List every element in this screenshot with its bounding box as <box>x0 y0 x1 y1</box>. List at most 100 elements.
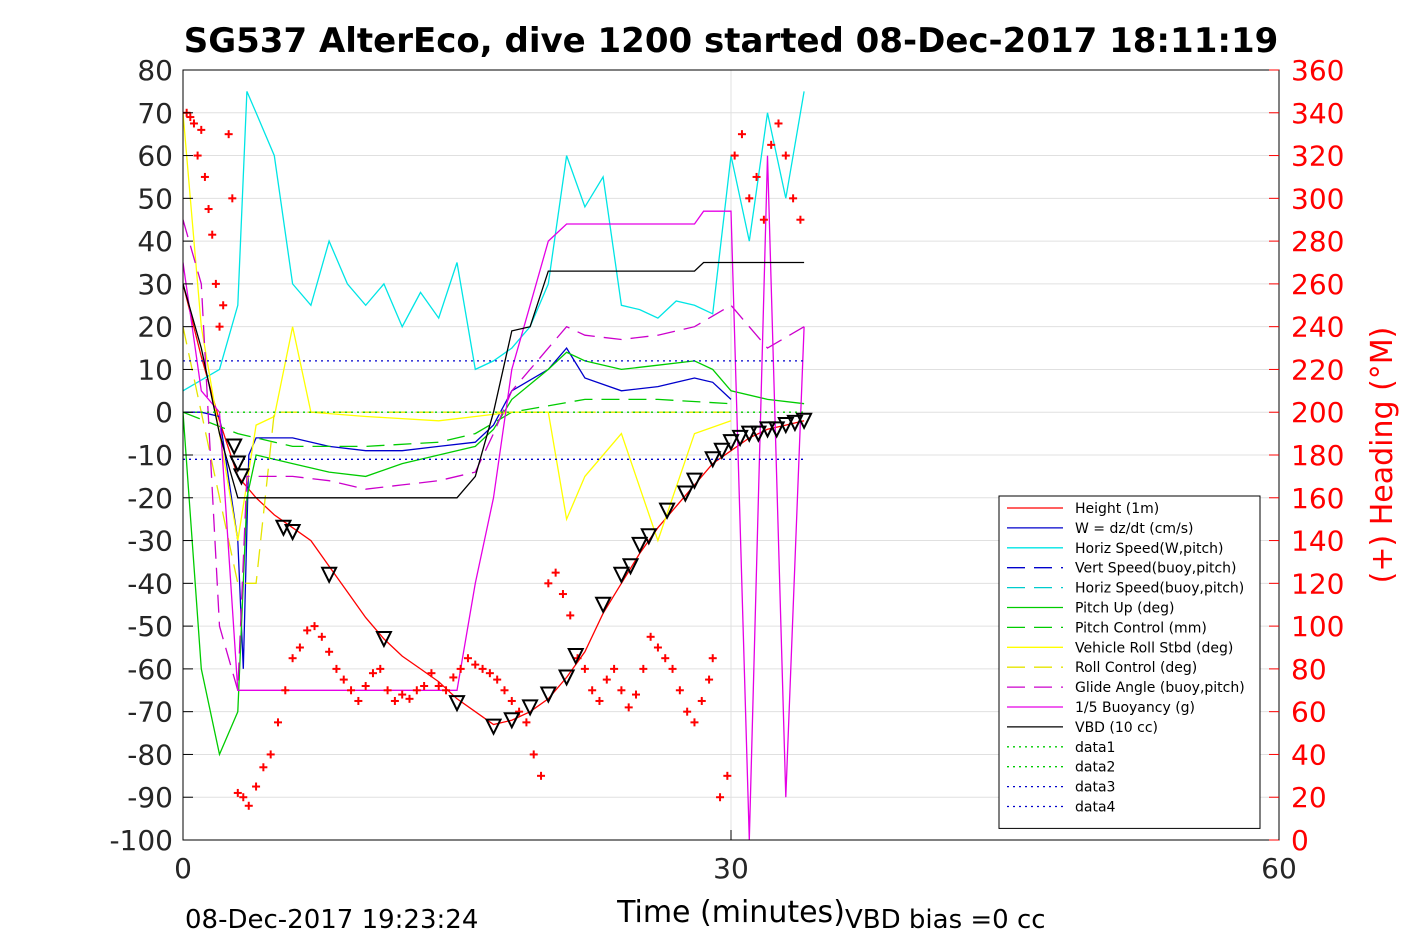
triangle-marker <box>758 421 777 439</box>
legend-entry: Horiz Speed(W,pitch) <box>1007 541 1223 557</box>
right-axis-label: (+) Heading (°M) <box>1365 327 1400 584</box>
series-line-vehicle_roll <box>183 112 732 543</box>
left-axis: 80 70 60 50 40 30 20 10 0 -10 -20 -30 -40 -50 -60 -70 -8… <box>109 54 193 857</box>
legend-label: Glide Angle (buoy,pitch) <box>1075 680 1245 696</box>
heading-point <box>197 125 206 134</box>
heading-point <box>752 172 761 181</box>
legend-label: data1 <box>1075 740 1115 756</box>
right-tick-label: 120 <box>1291 567 1344 600</box>
heading-point <box>485 669 494 678</box>
legend-label: W = dz/dt (cm/s) <box>1075 521 1194 537</box>
heading-point <box>646 632 655 641</box>
triangle-marker <box>640 528 658 546</box>
triangle-marker <box>704 451 722 469</box>
series-line-pitch_up <box>183 351 805 757</box>
heading-point <box>529 750 538 759</box>
left-tick-label: -70 <box>127 696 173 729</box>
heading-point <box>376 664 385 673</box>
heading-point <box>723 771 732 780</box>
heading-point <box>215 322 224 331</box>
triangle-marker <box>557 669 576 687</box>
heading-point <box>602 675 611 684</box>
legend-entry: Roll Control (deg) <box>1007 660 1197 676</box>
legend-label: Roll Control (deg) <box>1075 660 1197 676</box>
left-tick-label: -10 <box>127 439 173 472</box>
heading-point <box>789 194 798 203</box>
heading-point <box>281 686 290 695</box>
legend-label: Vehicle Roll Stbd (deg) <box>1075 640 1233 656</box>
right-tick-label: 320 <box>1291 140 1344 173</box>
legend-entry: Pitch Control (mm) <box>1007 620 1207 636</box>
legend-label: data4 <box>1075 800 1116 816</box>
heading-point <box>412 686 421 695</box>
x-tick-label: 0 <box>174 852 192 885</box>
left-tick-label: -30 <box>127 525 173 558</box>
heading-point <box>211 279 220 288</box>
right-tick-label: 180 <box>1291 439 1344 472</box>
triangle-marker <box>740 425 758 443</box>
heading-point <box>317 632 326 641</box>
legend-entry: VBD (10 cc) <box>1007 720 1158 736</box>
heading-point <box>390 696 399 705</box>
right-tick-label: 60 <box>1291 696 1327 729</box>
triangle-marker <box>749 425 768 443</box>
left-tick-label: 40 <box>137 225 173 258</box>
legend-entry: Glide Angle (buoy,pitch) <box>1007 680 1245 696</box>
triangle-marker <box>225 438 243 456</box>
heading-point <box>500 686 509 695</box>
heading-point <box>537 771 546 780</box>
right-tick-label: 160 <box>1291 482 1344 515</box>
heading-point <box>716 793 725 802</box>
legend-entry: data1 <box>1007 740 1115 756</box>
heading-point <box>361 682 370 690</box>
triangle-marker <box>375 630 393 649</box>
legend-label: VBD (10 cc) <box>1075 720 1158 736</box>
heading-point <box>708 654 717 663</box>
right-tick-label: 20 <box>1291 781 1327 814</box>
heading-point <box>595 696 604 705</box>
heading-point <box>522 718 531 727</box>
heading-point <box>189 119 198 128</box>
heading-point <box>295 643 304 652</box>
heading-point <box>463 654 472 663</box>
triangle-marker <box>713 442 731 460</box>
triangle-marker <box>722 434 740 452</box>
right-tick-label: 240 <box>1291 311 1344 344</box>
triangle-marker <box>795 412 813 431</box>
heading-point <box>239 793 248 802</box>
heading-point <box>244 801 253 810</box>
right-tick-label: 300 <box>1291 182 1344 215</box>
heading-point <box>661 654 670 663</box>
legend-label: Pitch Control (mm) <box>1075 620 1207 636</box>
right-tick-label: 140 <box>1291 525 1344 558</box>
heading-point <box>273 718 282 727</box>
right-tick-label: 100 <box>1291 610 1344 643</box>
series-line-glide_angle <box>183 219 805 691</box>
heading-point <box>208 230 217 239</box>
legend-label: Vert Speed(buoy,pitch) <box>1075 561 1237 577</box>
heading-point <box>259 763 268 772</box>
chart-title: SG537 AlterEco, dive 1200 started 08-Dec… <box>184 21 1279 61</box>
triangle-marker <box>283 524 302 542</box>
x-axis-label: Time (minutes) <box>616 895 845 930</box>
legend-label: data3 <box>1075 780 1115 796</box>
heading-point <box>580 664 589 673</box>
x-axis: 0 30 60 <box>174 830 1297 885</box>
left-tick-label: 30 <box>137 268 173 301</box>
triangle-marker <box>612 566 631 585</box>
legend-entry: data4 <box>1007 800 1116 816</box>
heading-point <box>405 694 414 703</box>
triangle-marker <box>539 686 557 704</box>
legend-entry: Height (1m) <box>1007 501 1159 517</box>
heading-point <box>617 686 626 695</box>
heading-point <box>266 750 275 759</box>
triangle-marker <box>567 648 585 666</box>
triangle-marker <box>621 558 640 576</box>
legend-label: Horiz Speed(W,pitch) <box>1075 541 1223 557</box>
left-tick-label: 60 <box>137 140 173 173</box>
left-tick-label: 80 <box>137 54 173 87</box>
series-layer <box>183 91 805 840</box>
heading-point <box>228 194 237 203</box>
heading-point <box>347 686 356 695</box>
